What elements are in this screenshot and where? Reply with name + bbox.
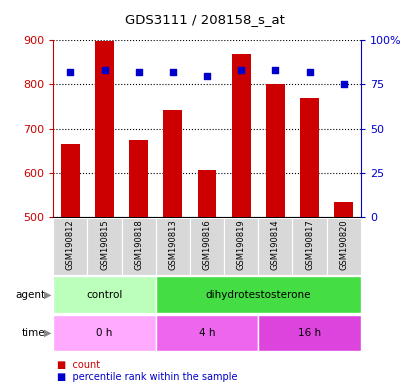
Bar [61,144,80,217]
Bar [258,315,360,351]
Bar [224,218,258,275]
Bar [155,218,189,275]
Text: ▶: ▶ [44,290,51,300]
Text: agent: agent [15,290,45,300]
Text: GSM190820: GSM190820 [338,220,347,270]
Bar [333,202,352,217]
Text: GSM190817: GSM190817 [304,220,313,270]
Text: GSM190812: GSM190812 [66,220,75,270]
Bar [155,315,258,351]
Point [339,81,346,88]
Text: GSM190815: GSM190815 [100,220,109,270]
Bar [231,54,250,217]
Bar [265,84,284,217]
Bar [121,218,155,275]
Bar [129,140,148,217]
Bar [87,218,121,275]
Text: GSM190816: GSM190816 [202,220,211,270]
Bar [53,315,155,351]
Bar [299,98,318,217]
Point [169,69,176,75]
Text: 0 h: 0 h [96,328,112,338]
Point [135,69,142,75]
Bar [163,110,182,217]
Text: GSM190819: GSM190819 [236,220,245,270]
Point [67,69,74,75]
Point [101,67,108,73]
Point [306,69,312,75]
Bar [326,218,360,275]
Text: ■  percentile rank within the sample: ■ percentile rank within the sample [57,372,237,382]
Text: GSM190814: GSM190814 [270,220,279,270]
Bar [53,276,155,313]
Text: GSM190818: GSM190818 [134,220,143,270]
Bar [155,276,360,313]
Bar [95,41,114,217]
Bar [197,170,216,217]
Text: ▶: ▶ [44,328,51,338]
Bar [53,218,87,275]
Text: dihydrotestosterone: dihydrotestosterone [205,290,310,300]
Text: ■  count: ■ count [57,360,100,370]
Text: control: control [86,290,122,300]
Point [203,73,210,79]
Bar [189,218,224,275]
Text: GSM190813: GSM190813 [168,220,177,270]
Text: GDS3111 / 208158_s_at: GDS3111 / 208158_s_at [125,13,284,26]
Text: time: time [21,328,45,338]
Bar [258,218,292,275]
Text: 16 h: 16 h [297,328,320,338]
Text: 4 h: 4 h [198,328,215,338]
Point [237,67,244,73]
Bar [292,218,326,275]
Point [272,67,278,73]
